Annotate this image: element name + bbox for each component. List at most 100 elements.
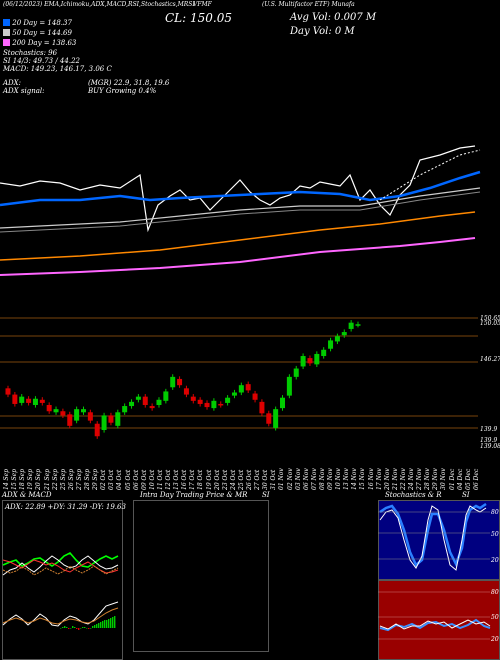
candle-body [74, 409, 80, 421]
adx-signal-value: BUY Growing 0.4% [88, 87, 157, 95]
stoch-title: Stochastics & R [385, 491, 442, 499]
candle-body [355, 324, 361, 326]
date-label: 09 Oct [140, 469, 148, 490]
date-label: 07 Nov [310, 468, 318, 490]
candle-body [177, 378, 183, 386]
stoch-tick-20: 20 [491, 557, 499, 564]
date-label: 15 Nov [359, 468, 367, 490]
day-volume: Day Vol: 0 M [290, 26, 355, 37]
ema20-label-row: 20 Day = 148.37 [3, 19, 72, 27]
date-label: 10 Oct [148, 469, 156, 490]
date-label: 22 Nov [399, 468, 407, 490]
date-label: 03 Nov [294, 468, 302, 490]
candle-body [218, 403, 224, 406]
date-label: 11 Oct [156, 469, 164, 490]
price-label-close: 150.05 [480, 320, 500, 327]
date-label: 25 Sep [59, 468, 67, 490]
date-label: 13 Nov [343, 468, 351, 490]
intraday-title: Intra Day Trading Price & MR [140, 491, 248, 499]
adx-values: (MGR) 22.9, 31.8, 19.6 [88, 79, 170, 87]
date-label: 26 Sep [67, 468, 75, 490]
candle-body [245, 384, 251, 391]
candle-body [163, 391, 169, 401]
candle-body [314, 353, 320, 365]
candle-body [60, 411, 66, 416]
candle-body [190, 396, 196, 401]
rsi-tick-20: 20 [491, 636, 499, 643]
candle-body [87, 412, 93, 421]
date-label: 01 Dec [448, 468, 456, 490]
date-label: 01 Nov [278, 468, 286, 490]
candle-body [80, 409, 86, 413]
date-label: 22 Sep [51, 468, 59, 490]
candle-body [122, 406, 128, 413]
price-label-low1: 139.9 [480, 426, 498, 433]
ema200-swatch [3, 39, 10, 46]
candle-body [19, 396, 25, 403]
adx-macd-panel: ADX: 22.89 +DY: 31.29 -DY: 19.63 [2, 500, 126, 660]
date-label: 20 Oct [213, 469, 221, 490]
candle-body [135, 396, 141, 400]
candle-body [197, 399, 203, 404]
ema20-label: 20 Day = 148.37 [12, 19, 72, 27]
date-label: 02 Oct [100, 469, 108, 490]
candle-body [156, 399, 162, 405]
price-label-top: 150.65 [480, 315, 500, 322]
intraday-si-title: SI [262, 491, 270, 499]
candle-body [94, 423, 100, 437]
date-label: 27 Oct [254, 469, 262, 490]
price-label-mid: 146.27 [480, 356, 500, 363]
candle-body [101, 415, 107, 430]
candle-body [273, 409, 279, 428]
date-label: 27 Nov [416, 468, 424, 490]
adx-macd-title: ADX & MACD [2, 491, 52, 499]
ema50b-line [0, 191, 481, 233]
candle-body [108, 415, 114, 423]
stochastics-panel: 80 50 20 [378, 500, 500, 580]
date-label: 16 Nov [367, 468, 375, 490]
date-label: 26 Oct [246, 469, 253, 490]
symbol: VFMF [193, 1, 212, 8]
candle-body [53, 409, 59, 413]
date-label: 02 Nov [286, 468, 294, 490]
price-label-low2: 139.9 [480, 437, 498, 444]
candle-body [293, 368, 299, 377]
candle-body [231, 392, 237, 396]
candle-body [286, 376, 292, 396]
date-label: 19 Oct [205, 469, 213, 490]
date-label: 13 Oct [173, 469, 181, 490]
rsi-panel: 80 50 20 [378, 580, 500, 660]
date-label: 04 Oct [116, 469, 124, 490]
adx-label: ADX: [3, 79, 22, 87]
date-label: 20 Nov [383, 468, 391, 490]
date-label: 27 Sep [75, 468, 83, 490]
date-label: 29 Sep [92, 468, 100, 490]
date-label: 06 Dec [472, 468, 480, 490]
ema50-line [0, 187, 481, 229]
rsi-tick-50: 50 [491, 614, 499, 621]
date-label: 18 Sep [19, 468, 27, 490]
date-label: 06 Nov [302, 468, 310, 490]
date-label: 21 Sep [43, 468, 51, 490]
price-chart [0, 145, 481, 439]
date-label: 14 Sep [3, 468, 10, 490]
date-label: 09 Nov [327, 468, 334, 490]
adx-values-line: ADX: 22.89 +DY: 31.29 -DY: 19.63 [5, 503, 126, 511]
intraday-panel [133, 500, 269, 652]
date-label: 28 Sep [84, 468, 91, 490]
candle-body [280, 397, 286, 409]
candle-body [129, 401, 135, 407]
candle-body [183, 388, 189, 395]
date-label: 08 Nov [318, 468, 326, 490]
candle-body [334, 336, 340, 342]
stoch-si-title: SI [462, 491, 470, 499]
date-label: 30 Oct [262, 469, 270, 490]
date-label: 05 Oct [124, 469, 132, 490]
adx-signal-label: ADX signal: [3, 87, 45, 95]
macd-label: MACD: 149.23, 146.17, 3.06 C [3, 65, 112, 73]
date-label: 04 Dec [456, 468, 464, 490]
candle-body [26, 398, 32, 403]
date-label: 24 Nov [408, 468, 415, 490]
candle-body [170, 376, 176, 388]
